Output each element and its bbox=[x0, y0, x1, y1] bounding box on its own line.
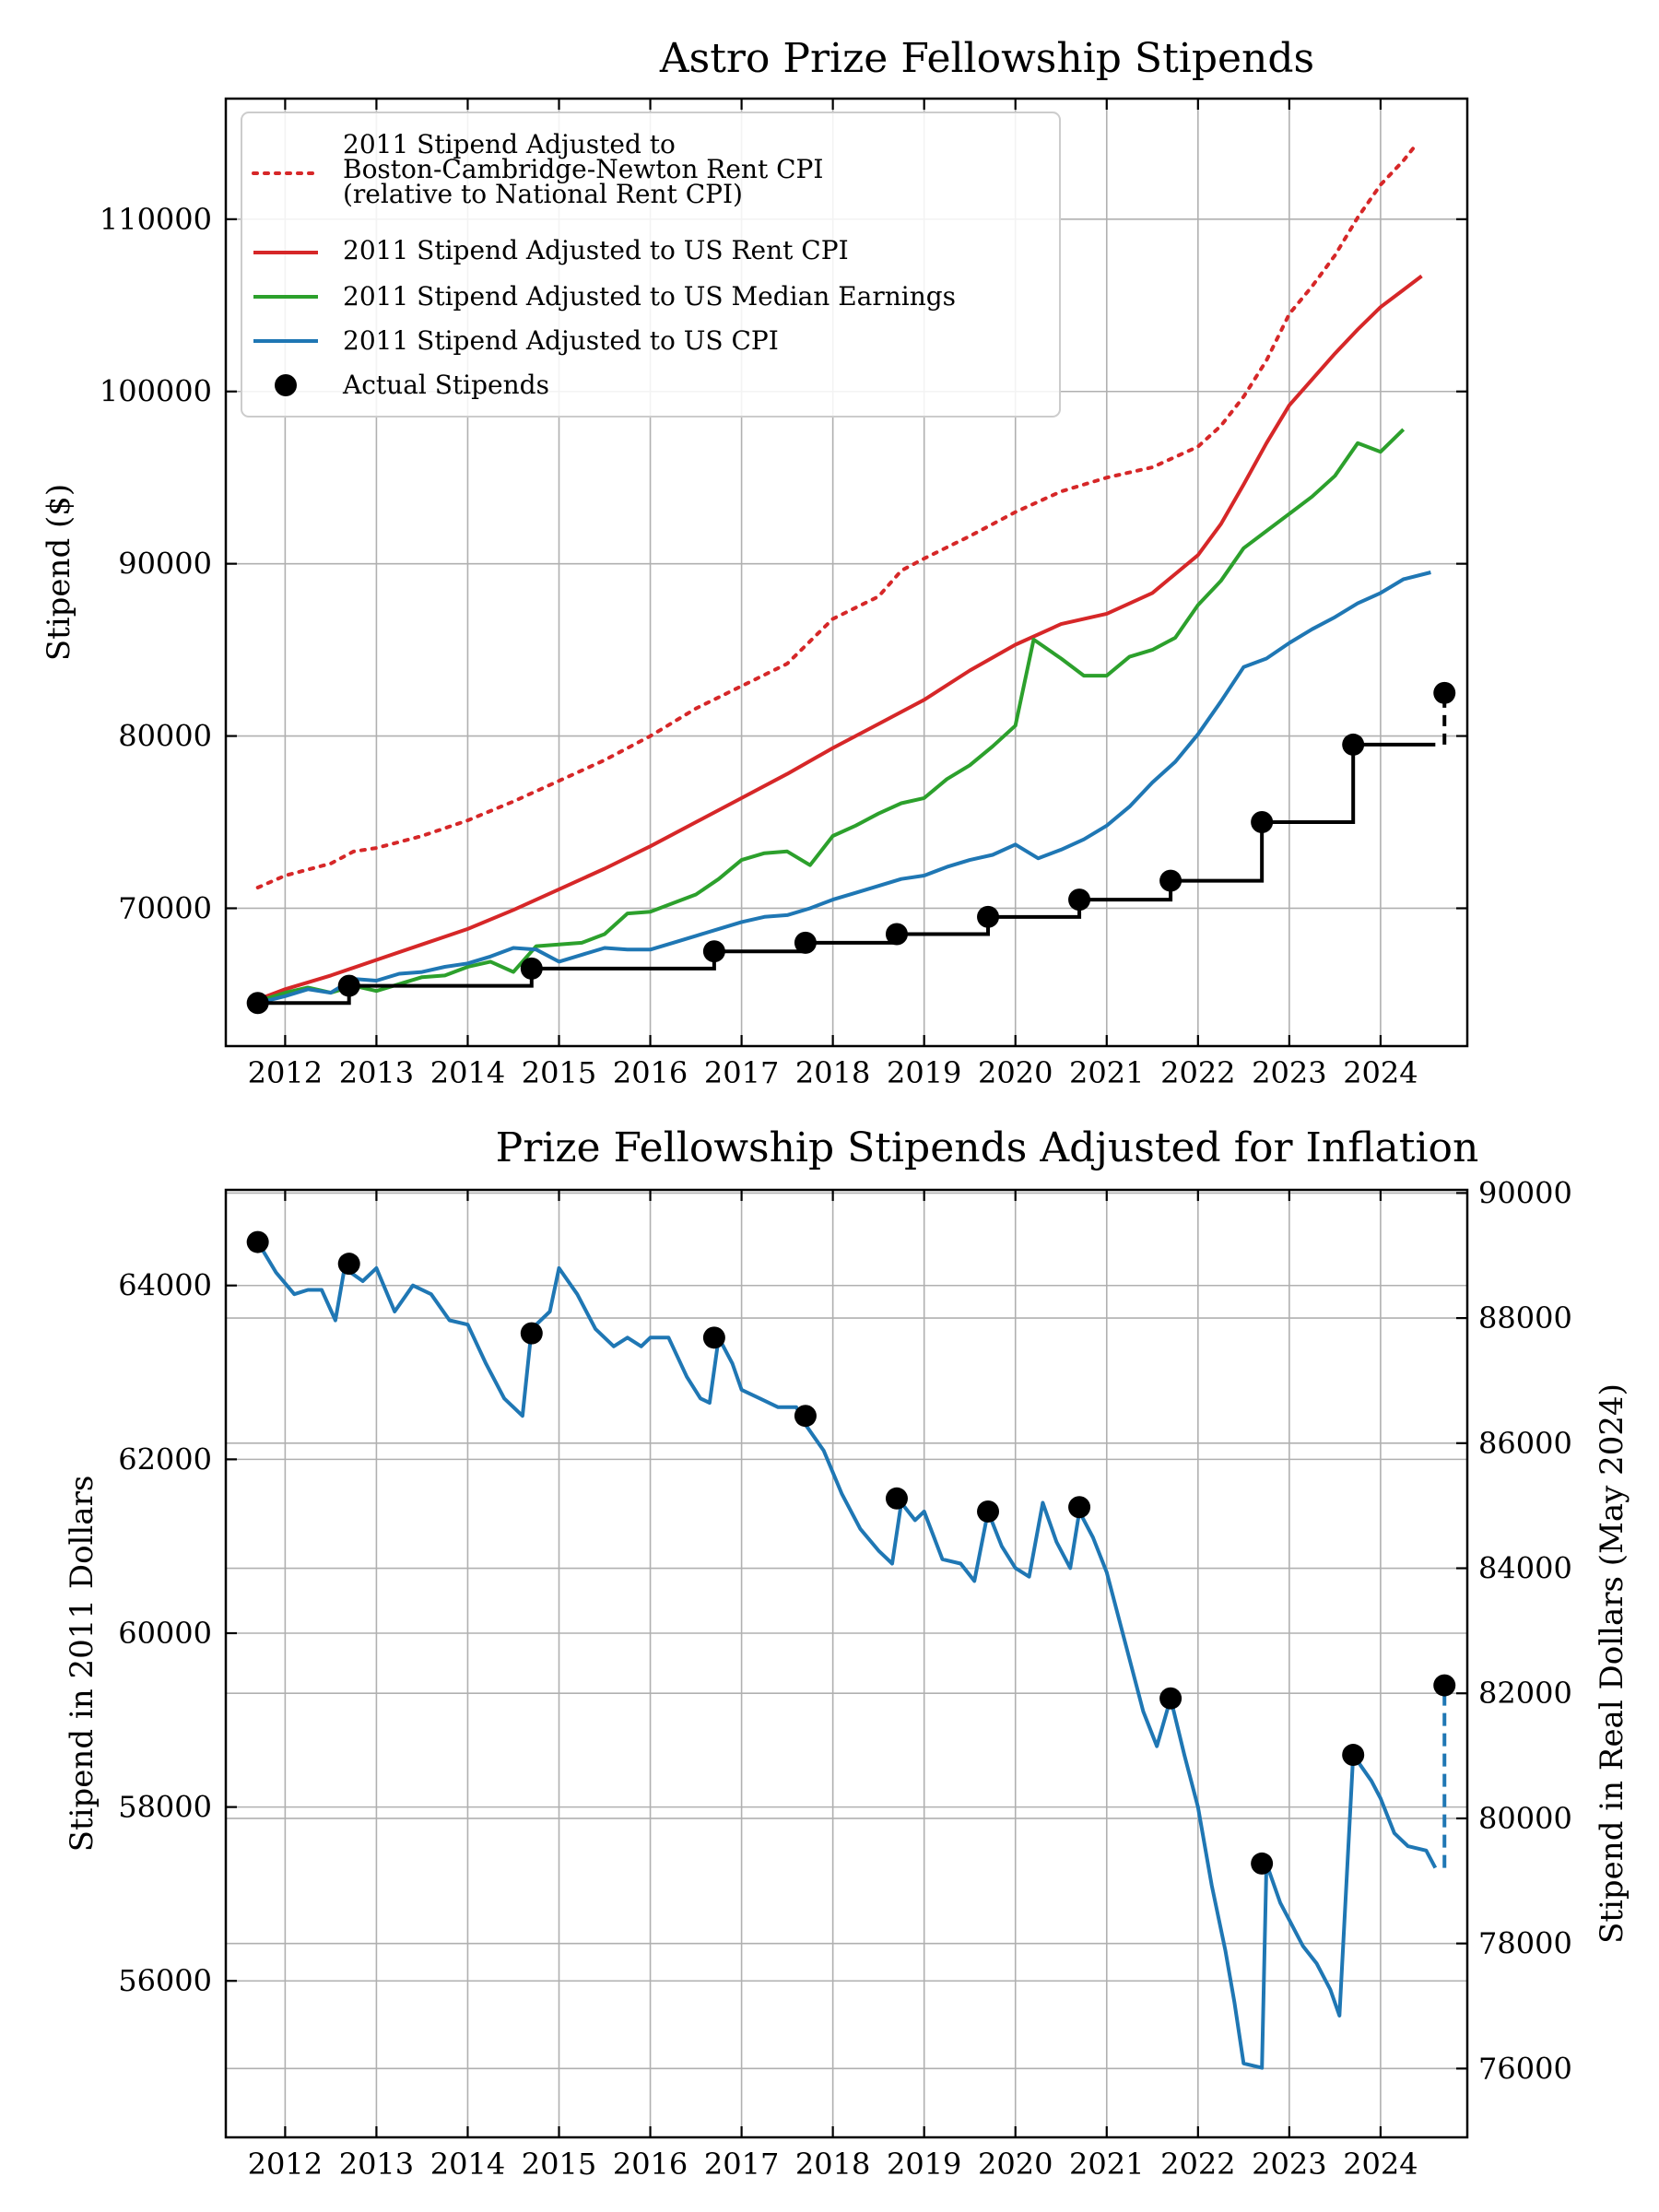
x-tick-label: 2018 bbox=[795, 1055, 870, 1090]
x-tick-label: 2015 bbox=[522, 1055, 596, 1090]
actual-stipend-marker bbox=[1433, 1674, 1456, 1697]
actual-stipend-marker bbox=[1433, 681, 1456, 704]
x-tick-label: 2012 bbox=[248, 2147, 323, 2182]
x-tick-label: 2020 bbox=[978, 2147, 1053, 2182]
actual-stipend-marker bbox=[337, 1253, 360, 1276]
series-line-cpi bbox=[255, 1241, 1438, 2070]
x-tick-label: 2014 bbox=[430, 2147, 505, 2182]
plot-frame bbox=[224, 1188, 1469, 2139]
legend-marker-actual bbox=[275, 374, 297, 396]
y-tick-label: 70000 bbox=[118, 890, 212, 925]
x-tick-label: 2023 bbox=[1252, 2147, 1326, 2182]
actual-stipend-marker bbox=[794, 1405, 817, 1428]
x-tick-label: 2022 bbox=[1160, 1055, 1235, 1090]
actual-stipend-marker bbox=[1068, 1496, 1091, 1519]
y-tick-label: 58000 bbox=[118, 1790, 212, 1825]
ticks: 2012 2013 2014 2015 2016 2017 2018 2019 2020 2021… bbox=[100, 99, 1467, 1090]
actual-stipend-marker bbox=[1251, 1852, 1274, 1875]
x-tick-label: 2016 bbox=[613, 2147, 688, 2182]
stipends-chart: Astro Prize Fellowship Stipends 2012 2013… bbox=[41, 35, 1469, 1090]
actual-stipend-marker bbox=[337, 974, 360, 997]
x-tick-label: 2017 bbox=[704, 2147, 779, 2182]
x-tick-label: 2022 bbox=[1160, 2147, 1235, 2182]
y-tick-label: 64000 bbox=[118, 1268, 212, 1303]
series-layer bbox=[246, 141, 1456, 1015]
y-right-tick-label: 84000 bbox=[1478, 1551, 1572, 1586]
actual-stipend-marker bbox=[1159, 869, 1182, 892]
y-right-tick-label: 90000 bbox=[1478, 1175, 1572, 1210]
actual-stipend-marker bbox=[885, 923, 908, 946]
x-tick-label: 2023 bbox=[1252, 1055, 1326, 1090]
ticks: 2012 2013 2014 2015 2016 2017 2018 2019 2020 2021… bbox=[118, 1175, 1572, 2182]
y-tick-label: 100000 bbox=[100, 374, 212, 409]
x-tick-label: 2014 bbox=[430, 1055, 505, 1090]
x-tick-label: 2015 bbox=[522, 2147, 596, 2182]
x-tick-label: 2024 bbox=[1343, 1055, 1418, 1090]
actual-stipend-marker bbox=[520, 1322, 543, 1345]
x-tick-label: 2019 bbox=[887, 1055, 961, 1090]
x-tick-label: 2024 bbox=[1343, 2147, 1418, 2182]
actual-stipend-marker bbox=[1159, 1687, 1182, 1710]
x-tick-label: 2019 bbox=[887, 2147, 961, 2182]
actual-stipend-marker bbox=[977, 1500, 1000, 1523]
actual-stipend-marker bbox=[702, 1326, 725, 1349]
chart-title: Astro Prize Fellowship Stipends bbox=[659, 35, 1314, 82]
series-line-earnings bbox=[257, 428, 1406, 1004]
actual-stipend-step-line bbox=[257, 742, 1436, 1006]
actual-stipend-marker bbox=[1068, 888, 1091, 912]
x-tick-label: 2017 bbox=[704, 1055, 779, 1090]
x-tick-label: 2012 bbox=[248, 1055, 323, 1090]
legend-label: Actual Stipends bbox=[342, 370, 549, 400]
x-tick-label: 2013 bbox=[339, 2147, 414, 2182]
actual-stipend-marker bbox=[246, 992, 269, 1015]
series-line-rent bbox=[256, 274, 1423, 1002]
inflation-adjusted-chart: Prize Fellowship Stipends Adjusted for I… bbox=[64, 1124, 1630, 2182]
y-right-tick-label: 80000 bbox=[1478, 1801, 1572, 1836]
x-tick-label: 2018 bbox=[795, 2147, 870, 2182]
actual-stipend-marker bbox=[977, 905, 1000, 928]
legend-box bbox=[241, 112, 1061, 418]
x-tick-label: 2021 bbox=[1069, 1055, 1144, 1090]
y-tick-label: 60000 bbox=[118, 1616, 212, 1651]
x-tick-label: 2020 bbox=[978, 1055, 1053, 1090]
y-tick-label: 80000 bbox=[118, 719, 212, 754]
actual-stipend-marker bbox=[520, 957, 543, 980]
y-axis-label-left: Stipend in 2011 Dollars bbox=[64, 1476, 100, 1853]
actual-stipend-marker bbox=[1251, 811, 1274, 834]
actual-stipend-marker bbox=[794, 931, 817, 954]
y-tick-label: 90000 bbox=[118, 547, 212, 582]
actual-stipend-marker bbox=[702, 940, 725, 963]
y-axis-label-right: Stipend in Real Dollars (May 2024) bbox=[1594, 1383, 1630, 1944]
legend-label: 2011 Stipend Adjusted to bbox=[343, 129, 676, 159]
x-tick-label: 2013 bbox=[339, 1055, 414, 1090]
y-right-tick-label: 88000 bbox=[1478, 1300, 1572, 1335]
actual-stipend-marker bbox=[1342, 1744, 1365, 1767]
chart-title: Prize Fellowship Stipends Adjusted for I… bbox=[496, 1124, 1479, 1171]
legend-label: (relative to National Rent CPI) bbox=[343, 179, 743, 209]
series-layer bbox=[246, 1230, 1456, 2070]
x-tick-label: 2021 bbox=[1069, 2147, 1144, 2182]
y-tick-label: 62000 bbox=[118, 1441, 212, 1477]
grid bbox=[226, 1190, 1467, 2137]
y-tick-label: 110000 bbox=[100, 202, 212, 237]
legend-label: 2011 Stipend Adjusted to US Median Earni… bbox=[343, 281, 956, 312]
legend: 2011 Stipend Adjusted toBoston-Cambridge… bbox=[241, 112, 1061, 418]
actual-stipend-marker bbox=[885, 1487, 908, 1510]
legend-label: 2011 Stipend Adjusted to US CPI bbox=[343, 325, 779, 356]
y-axis-label: Stipend ($) bbox=[41, 484, 77, 661]
legend-label: Boston-Cambridge-Newton Rent CPI bbox=[343, 154, 823, 184]
legend-label: 2011 Stipend Adjusted to US Rent CPI bbox=[343, 235, 849, 265]
x-tick-label: 2016 bbox=[613, 1055, 688, 1090]
y-right-tick-label: 78000 bbox=[1478, 1926, 1572, 1961]
y-tick-label: 56000 bbox=[118, 1963, 212, 1998]
y-right-tick-label: 86000 bbox=[1478, 1426, 1572, 1461]
actual-stipend-marker bbox=[1342, 733, 1365, 756]
actual-stipend-marker bbox=[246, 1230, 269, 1253]
series-line-boston bbox=[255, 141, 1419, 889]
y-right-tick-label: 82000 bbox=[1478, 1676, 1572, 1711]
plot-frame bbox=[224, 97, 1469, 1048]
series-line-cpi bbox=[257, 571, 1431, 1006]
y-right-tick-label: 76000 bbox=[1478, 2051, 1572, 2086]
